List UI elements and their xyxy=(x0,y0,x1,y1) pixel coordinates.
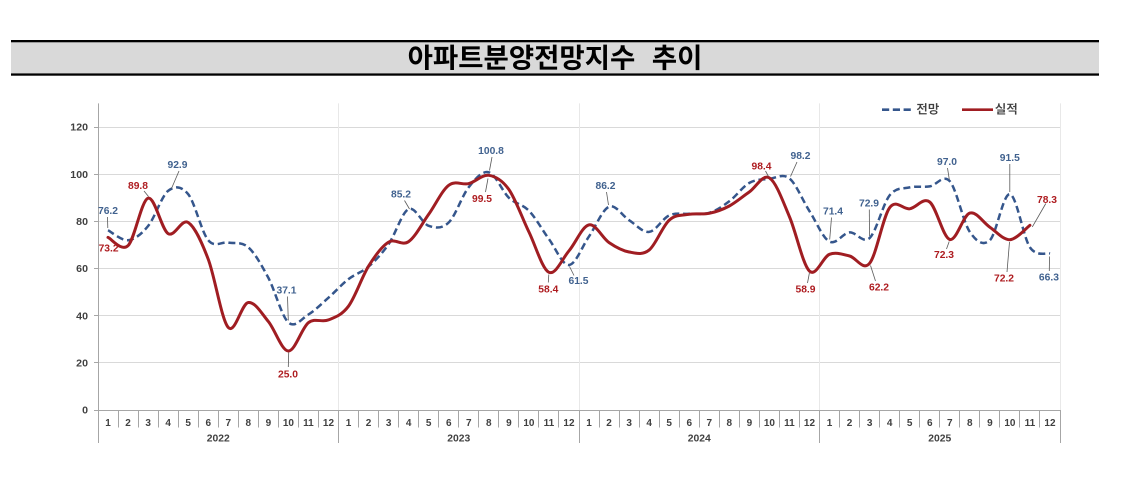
svg-text:2: 2 xyxy=(606,418,612,429)
svg-text:9: 9 xyxy=(747,418,753,429)
svg-text:62.2: 62.2 xyxy=(869,283,889,294)
svg-text:6: 6 xyxy=(205,418,211,429)
svg-text:1: 1 xyxy=(346,418,352,429)
svg-text:2022: 2022 xyxy=(207,434,230,445)
svg-text:4: 4 xyxy=(406,418,412,429)
svg-text:11: 11 xyxy=(544,418,555,429)
svg-text:11: 11 xyxy=(303,418,314,429)
svg-text:80: 80 xyxy=(76,217,88,228)
svg-text:120: 120 xyxy=(70,123,88,134)
svg-text:5: 5 xyxy=(907,418,913,429)
svg-text:5: 5 xyxy=(666,418,672,429)
svg-text:12: 12 xyxy=(323,418,335,429)
svg-text:9: 9 xyxy=(266,418,272,429)
svg-text:3: 3 xyxy=(145,418,151,429)
svg-text:72.3: 72.3 xyxy=(934,250,954,261)
svg-text:8: 8 xyxy=(967,418,973,429)
svg-text:2: 2 xyxy=(847,418,853,429)
svg-text:0: 0 xyxy=(82,406,88,417)
svg-text:10: 10 xyxy=(283,418,295,429)
svg-text:98.2: 98.2 xyxy=(790,151,810,162)
svg-text:12: 12 xyxy=(1044,418,1056,429)
svg-text:2: 2 xyxy=(366,418,372,429)
svg-text:3: 3 xyxy=(626,418,632,429)
svg-text:7: 7 xyxy=(466,418,472,429)
svg-text:1: 1 xyxy=(827,418,833,429)
svg-text:4: 4 xyxy=(887,418,893,429)
svg-text:98.4: 98.4 xyxy=(751,162,771,173)
svg-text:9: 9 xyxy=(987,418,993,429)
svg-text:100: 100 xyxy=(70,170,88,181)
svg-text:4: 4 xyxy=(165,418,171,429)
svg-text:91.5: 91.5 xyxy=(1000,153,1020,164)
svg-text:99.5: 99.5 xyxy=(472,194,492,205)
svg-text:2024: 2024 xyxy=(688,434,711,445)
svg-text:73.2: 73.2 xyxy=(99,244,119,255)
svg-text:7: 7 xyxy=(947,418,953,429)
svg-text:72.9: 72.9 xyxy=(859,199,879,210)
svg-text:10: 10 xyxy=(1004,418,1016,429)
svg-text:85.2: 85.2 xyxy=(391,190,411,201)
svg-text:92.9: 92.9 xyxy=(167,160,187,171)
svg-text:2: 2 xyxy=(125,418,131,429)
svg-text:9: 9 xyxy=(506,418,512,429)
svg-text:12: 12 xyxy=(804,418,816,429)
svg-text:72.2: 72.2 xyxy=(994,274,1014,285)
svg-text:58.4: 58.4 xyxy=(538,285,558,296)
svg-text:6: 6 xyxy=(686,418,692,429)
svg-text:11: 11 xyxy=(784,418,795,429)
svg-text:25.0: 25.0 xyxy=(278,370,298,381)
svg-text:3: 3 xyxy=(867,418,873,429)
svg-text:2025: 2025 xyxy=(928,434,951,445)
svg-text:8: 8 xyxy=(246,418,252,429)
svg-text:5: 5 xyxy=(426,418,432,429)
svg-text:20: 20 xyxy=(76,358,88,369)
svg-text:3: 3 xyxy=(386,418,392,429)
svg-text:78.3: 78.3 xyxy=(1037,195,1057,206)
svg-text:6: 6 xyxy=(446,418,452,429)
svg-text:66.3: 66.3 xyxy=(1039,273,1059,284)
svg-text:5: 5 xyxy=(185,418,191,429)
svg-text:8: 8 xyxy=(486,418,492,429)
svg-text:60: 60 xyxy=(76,264,88,275)
svg-text:7: 7 xyxy=(706,418,712,429)
svg-text:2023: 2023 xyxy=(447,434,470,445)
svg-text:89.8: 89.8 xyxy=(128,181,148,192)
svg-text:1: 1 xyxy=(105,418,111,429)
svg-text:71.4: 71.4 xyxy=(823,207,843,218)
svg-text:40: 40 xyxy=(76,311,88,322)
svg-text:10: 10 xyxy=(523,418,535,429)
svg-text:100.8: 100.8 xyxy=(478,146,504,157)
svg-text:58.9: 58.9 xyxy=(795,285,815,296)
svg-text:37.1: 37.1 xyxy=(276,286,296,297)
svg-text:12: 12 xyxy=(563,418,575,429)
svg-text:86.2: 86.2 xyxy=(595,181,615,192)
svg-text:8: 8 xyxy=(727,418,733,429)
svg-text:4: 4 xyxy=(646,418,652,429)
svg-text:61.5: 61.5 xyxy=(568,276,588,287)
svg-text:1: 1 xyxy=(586,418,592,429)
svg-text:97.0: 97.0 xyxy=(937,157,957,168)
svg-text:7: 7 xyxy=(225,418,231,429)
svg-text:11: 11 xyxy=(1025,418,1036,429)
svg-text:76.2: 76.2 xyxy=(98,206,118,217)
svg-text:10: 10 xyxy=(764,418,776,429)
svg-text:6: 6 xyxy=(927,418,933,429)
